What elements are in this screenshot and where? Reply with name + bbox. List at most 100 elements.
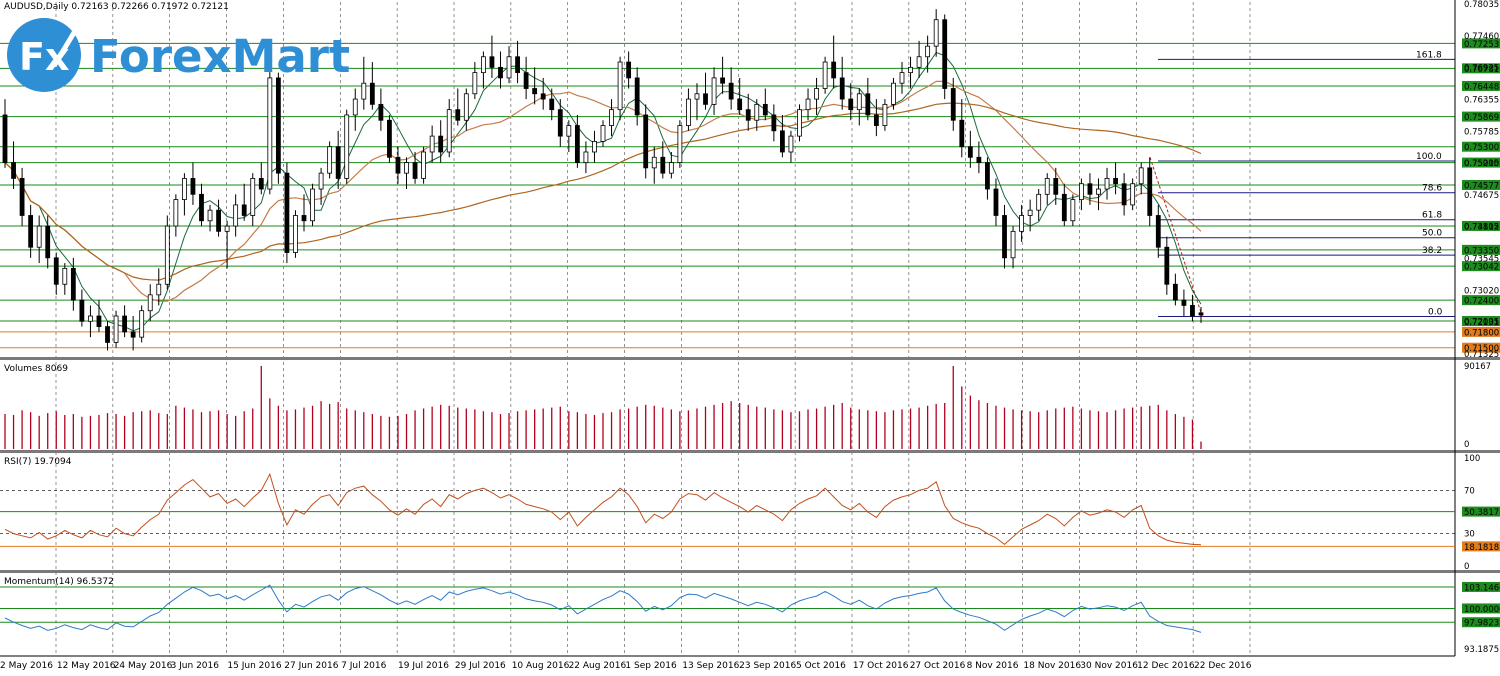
candle-body	[387, 119, 392, 158]
candle-body	[754, 103, 760, 121]
candle-body	[344, 114, 350, 179]
momentum-level-tag	[1462, 581, 1500, 592]
candle-body	[250, 178, 256, 216]
candle-body	[1155, 215, 1161, 248]
candle-body	[814, 88, 819, 100]
candle-body	[711, 77, 717, 105]
candle-body	[976, 156, 982, 163]
time-tick-label: 30 Nov 2016	[1080, 661, 1138, 671]
level-tag-label: 0.72400	[1464, 297, 1499, 307]
candle-body	[1113, 178, 1118, 185]
candle-body	[156, 283, 162, 296]
candle-body	[318, 172, 324, 190]
candle-body	[190, 178, 196, 195]
candle-body	[1019, 215, 1024, 232]
candle-body	[540, 93, 546, 100]
candle-body	[865, 93, 871, 116]
level-tag-label: 0.72005	[1464, 318, 1499, 328]
time-tick-label: 24 May 2016	[114, 661, 173, 671]
price-tick-label: 0.78035	[1464, 0, 1499, 10]
candle-body	[267, 77, 273, 190]
candle-body	[985, 162, 990, 190]
candle-body	[88, 315, 93, 322]
candle-body	[634, 77, 640, 116]
candle-body	[36, 225, 42, 248]
fib-label: 100.0	[1416, 152, 1442, 162]
candle-body	[199, 193, 204, 222]
candle-body	[472, 72, 478, 95]
candle-body	[11, 162, 16, 179]
momentum-level-tag	[1462, 617, 1500, 628]
rsi-scale-label: 0	[1464, 562, 1469, 572]
time-tick-label: 3 Jun 2016	[171, 661, 220, 671]
ma-slow-line	[4, 102, 1202, 281]
momentum-title: Momentum(14) 96.5372	[4, 577, 114, 587]
time-tick-label: 5 Oct 2016	[796, 661, 846, 671]
candle-body	[96, 315, 102, 327]
candle-body	[28, 215, 34, 248]
grid-lines	[55, 2, 1251, 656]
momentum-scale-bottom: 93.1875	[1464, 645, 1499, 655]
candle-body	[421, 151, 427, 179]
candle-body	[1087, 183, 1093, 195]
time-tick-label: 13 Sep 2016	[682, 661, 739, 671]
time-tick-label: 27 Oct 2016	[910, 661, 966, 671]
level-tag-box	[1462, 179, 1500, 190]
fib-label: 0.0	[1428, 308, 1443, 318]
candle-body	[950, 88, 956, 121]
level-tag-label: 0.75869	[1464, 113, 1499, 123]
price-tick-label: 0.76925	[1464, 64, 1499, 74]
panel-separator	[0, 357, 1500, 360]
candle-body	[720, 77, 725, 84]
level-tag-box	[1462, 63, 1500, 74]
candle-body	[463, 93, 469, 121]
candle-body	[498, 66, 503, 79]
rsi-title: RSI(7) 19.7094	[4, 457, 72, 467]
volume-scale-min: 0	[1464, 440, 1469, 450]
price-tick-label: 0.74115	[1464, 223, 1499, 233]
level-tag-label: 0.76781	[1464, 65, 1499, 75]
price-tick-label: 0.77460	[1464, 32, 1499, 42]
level-tag-box	[1462, 80, 1500, 91]
candle-body	[62, 267, 68, 285]
candle-body	[805, 98, 811, 111]
candle-body	[19, 178, 25, 216]
volume-scale-max: 90167	[1464, 362, 1491, 372]
price-tick-label: 0.76355	[1464, 95, 1499, 105]
candle-body	[233, 204, 239, 227]
candle-body	[797, 109, 802, 137]
candle-body	[446, 109, 452, 153]
momentum-level-label: 97.9823	[1464, 619, 1499, 629]
forexmart-logo: Fx ForexMart	[7, 18, 349, 92]
candle-body	[1027, 209, 1033, 216]
level-tag-box	[1462, 261, 1500, 272]
candle-body	[728, 82, 734, 100]
momentum-level-label: 103.1460	[1464, 583, 1500, 593]
candle-body	[412, 162, 418, 179]
candle-body	[506, 56, 512, 79]
candle-body	[532, 88, 538, 95]
level-tag-box	[1462, 38, 1500, 49]
candle-body	[1053, 178, 1059, 195]
candle-body	[275, 77, 281, 174]
candle-body	[925, 45, 931, 58]
fibonacci-levels: 161.8 100.0 78.6 61.8 50.0 38.2 0.0	[1149, 50, 1455, 319]
level-tag-label: 0.73042	[1464, 263, 1499, 273]
candle-body	[694, 93, 700, 100]
rsi-scale-label: 100	[1464, 454, 1480, 464]
price-scale: 0.78035 0.77460 0.76925 0.76355 0.75785 0.752…	[1464, 0, 1499, 360]
time-tick-label: 22 Dec 2016	[1194, 661, 1252, 671]
candle-body	[1044, 178, 1050, 195]
candle-body	[822, 61, 828, 89]
candle-body	[882, 103, 888, 126]
candle-body	[258, 178, 264, 190]
time-tick-label: 29 Jul 2016	[455, 661, 506, 671]
candle-body	[224, 225, 230, 232]
price-tick-label: 0.73020	[1464, 286, 1499, 296]
level-tag-label: 0.74577	[1464, 181, 1499, 191]
candle-body	[771, 114, 777, 132]
candle-body	[455, 109, 461, 121]
candle-body	[70, 267, 76, 301]
